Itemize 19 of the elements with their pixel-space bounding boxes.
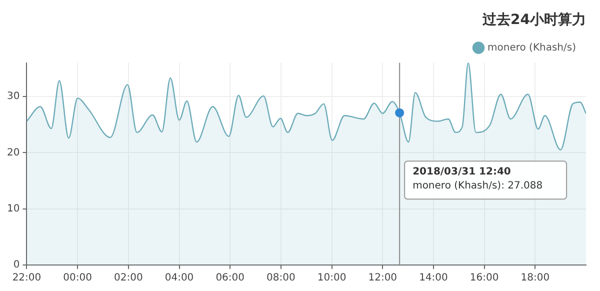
x-tick-label: 04:00: [164, 272, 194, 284]
x-tick-label: 18:00: [520, 272, 550, 284]
annotation: monero (Khash/s): 27.088: [412, 180, 543, 192]
y-tick-label: 20: [6, 147, 20, 158]
x-tick-label: 00:00: [63, 272, 92, 284]
annotation: 2018/03/31 12:40: [412, 166, 511, 178]
chart-title: 过去24小时算力: [482, 12, 586, 28]
y-tick-label: 0: [13, 260, 20, 271]
y-tick-label: 10: [6, 203, 20, 214]
y-tick-label: 30: [6, 91, 20, 102]
x-tick-label: 16:00: [470, 272, 499, 284]
x-tick-label: 12:00: [368, 272, 398, 284]
x-tick-label: 02:00: [114, 272, 143, 284]
x-tick-label: 14:00: [419, 272, 448, 284]
legend-label: monero (Khash/s): [488, 42, 576, 54]
x-tick-label: 08:00: [266, 272, 296, 284]
x-tick-label: 06:00: [216, 272, 245, 284]
x-tick-label: 10:00: [317, 272, 346, 284]
x-tick-label: 22:00: [12, 272, 42, 284]
